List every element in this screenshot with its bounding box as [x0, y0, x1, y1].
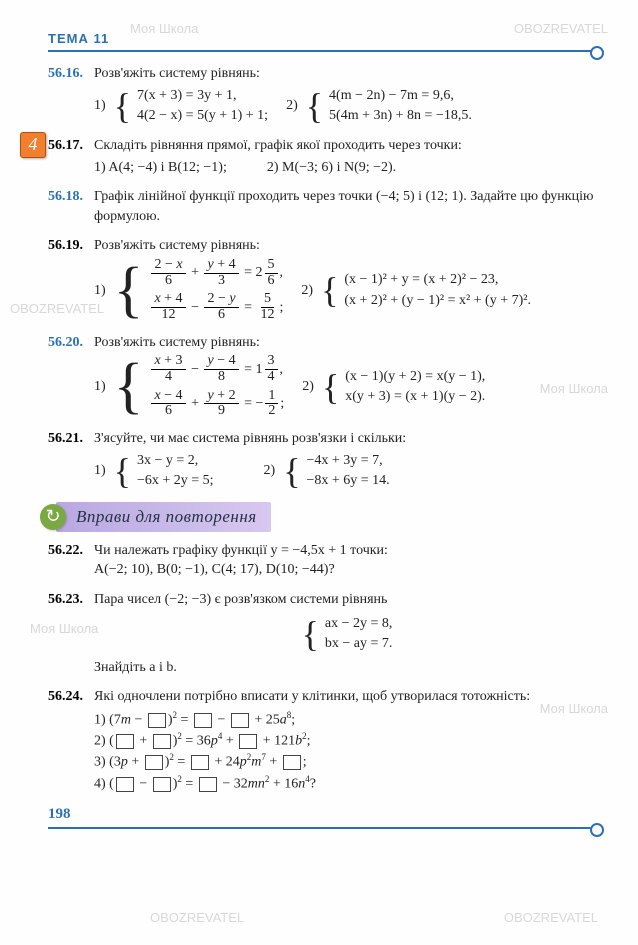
- sub-label: 2): [264, 461, 276, 481]
- problem-text: Графік лінійної функції проходить через …: [94, 187, 600, 226]
- brace-icon: {: [302, 616, 319, 652]
- sub-label: 2): [302, 377, 314, 397]
- problem-number: 56.17.: [48, 136, 94, 177]
- find-text: Знайдіть a і b.: [94, 658, 600, 678]
- header-rule: [48, 50, 600, 52]
- brace-icon: {: [322, 369, 339, 405]
- identity-line: 1) (7m − )2 = − + 25a8;: [94, 709, 600, 730]
- problem-56-21: 56.21. З'ясуйте, чи має система рівнянь …: [48, 429, 600, 491]
- problem-number: 56.16.: [48, 64, 94, 126]
- equation: −8x + 6y = 14.: [306, 471, 389, 491]
- sub-label: 1): [94, 461, 106, 481]
- problem-text: З'ясуйте, чи має система рівнянь розв'яз…: [94, 429, 600, 449]
- section-header: ↻ Вправи для повторення: [40, 503, 600, 531]
- tema-header: ТЕМА 11: [48, 30, 600, 48]
- brace-icon: {: [114, 360, 144, 413]
- identity-line: 4) ( − )2 = − 32mn2 + 16n4?: [94, 773, 600, 794]
- problem-number: 56.20.: [48, 333, 94, 419]
- equation: 4(2 − x) = 5(y + 1) + 1;: [137, 106, 268, 126]
- equation: 4(m − 2n) − 7m = 9,6,: [329, 86, 472, 106]
- equation: (x − 1)² + y = (x + 2)² − 23,: [344, 270, 531, 290]
- equation: (x − 1)(y + 2) = x(y − 1),: [345, 367, 485, 387]
- sub-label: 2): [286, 96, 298, 116]
- problem-56-23: 56.23. Пара чисел (−2; −3) є розв'язком …: [48, 590, 600, 677]
- problem-text: Які одночлени потрібно вписати у клітинк…: [94, 687, 600, 707]
- refresh-icon: ↻: [40, 504, 66, 530]
- equation: −6x + 2y = 5;: [137, 471, 214, 491]
- equation: 3x − y = 2,: [137, 451, 214, 471]
- brace-icon: {: [114, 88, 131, 124]
- problem-text: Пара чисел (−2; −3) є розв'язком системи…: [94, 590, 600, 610]
- brace-icon: {: [321, 272, 338, 308]
- equation: 2 − x6 + y + 43 = 2 56,: [149, 258, 283, 288]
- problem-number: 56.24.: [48, 687, 94, 794]
- watermark: OBOZREVATEL: [150, 909, 244, 927]
- problem-56-19: 56.19. Розв'яжіть систему рівнянь: 1) { …: [48, 236, 600, 322]
- problem-text: Розв'яжіть систему рівнянь:: [94, 333, 600, 353]
- problem-number: 56.19.: [48, 236, 94, 322]
- equation: x − 46 + y + 29 = − 12;: [149, 389, 284, 419]
- equation: ax − 2y = 8,: [325, 614, 393, 634]
- equation: x + 412 − 2 − y6 = 512;: [149, 292, 283, 322]
- problem-number: 56.22.: [48, 541, 94, 580]
- sub-label: 2): [301, 281, 313, 301]
- brace-icon: {: [283, 453, 300, 489]
- equation: (x + 2)² + (y − 1)² = x² + (y + 7)².: [344, 291, 531, 311]
- sub-label: 1): [94, 281, 106, 301]
- section-label: Вправи для повторення: [56, 502, 271, 532]
- sub-item: 1) A(4; −4) і B(12; −1);: [94, 158, 227, 178]
- brace-icon: {: [114, 453, 131, 489]
- problem-number: 56.23.: [48, 590, 94, 677]
- problem-56-17: 56.17. Складіть рівняння прямої, графік …: [48, 136, 600, 177]
- problem-text: Чи належать графіку функції y = −4,5x + …: [94, 541, 600, 561]
- equation: x + 34 − y − 48 = 1 34,: [149, 354, 284, 384]
- problem-number: 56.18.: [48, 187, 94, 226]
- watermark: OBOZREVATEL: [504, 909, 598, 927]
- footer-rule: [48, 827, 600, 829]
- sub-item: 2) M(−3; 6) і N(9; −2).: [267, 158, 396, 178]
- equation: x(y + 3) = (x + 1)(y − 2).: [345, 387, 485, 407]
- problem-56-20: 56.20. Розв'яжіть систему рівнянь: 1) { …: [48, 333, 600, 419]
- problem-text: Розв'яжіть систему рівнянь:: [94, 236, 600, 256]
- equation: −4x + 3y = 7,: [306, 451, 389, 471]
- sub-label: 1): [94, 96, 106, 116]
- equation: 5(4m + 3n) + 8n = −18,5.: [329, 106, 472, 126]
- problem-number: 56.21.: [48, 429, 94, 491]
- identity-line: 2) ( + )2 = 36p4 + + 121b2;: [94, 730, 600, 751]
- problem-56-16: 56.16. Розв'яжіть систему рівнянь: 1) { …: [48, 64, 600, 126]
- identity-line: 3) (3p + )2 = + 24p2m7 + ;: [94, 751, 600, 772]
- problem-56-22: 56.22. Чи належать графіку функції y = −…: [48, 541, 600, 580]
- equation: 7(x + 3) = 3y + 1,: [137, 86, 268, 106]
- problem-text: Складіть рівняння прямої, графік якої пр…: [94, 136, 600, 156]
- level-marker-4: 4: [20, 132, 46, 158]
- brace-icon: {: [114, 264, 144, 317]
- problem-56-18: 56.18. Графік лінійної функції проходить…: [48, 187, 600, 226]
- problem-text: Розв'яжіть систему рівнянь:: [94, 64, 600, 84]
- equation: bx − ay = 7.: [325, 634, 393, 654]
- points-list: A(−2; 10), B(0; −1), C(4; 17), D(10; −44…: [94, 560, 600, 580]
- sub-label: 1): [94, 377, 106, 397]
- brace-icon: {: [306, 88, 323, 124]
- problem-56-24: 56.24. Які одночлени потрібно вписати у …: [48, 687, 600, 794]
- page-number: 198: [48, 804, 600, 825]
